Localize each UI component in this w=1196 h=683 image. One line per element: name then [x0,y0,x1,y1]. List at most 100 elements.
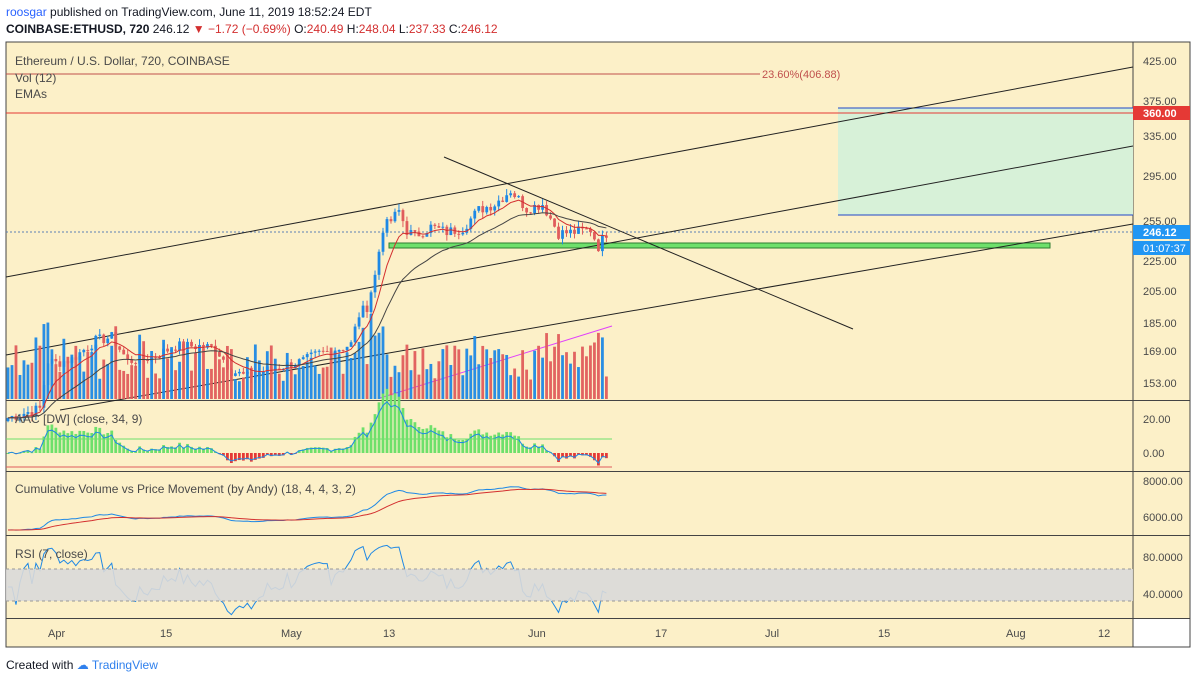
volume-bar [549,361,552,399]
volume-bar [214,351,217,399]
volume-bar [38,345,42,399]
candle-body [501,200,505,202]
volume-bar [457,349,461,399]
candle-body [337,349,341,352]
aac-bar [265,453,269,455]
open-value: 240.49 [306,22,344,36]
target-zone[interactable] [838,108,1133,215]
aac-bar [569,453,572,457]
rsi-pane-title: RSI (7, close) [15,547,88,561]
aac-bar [74,433,78,453]
candle-body [158,357,161,359]
price-tick: 295.00 [1143,171,1177,183]
volume-bar [437,361,441,399]
volume-bar [50,349,54,399]
close-value: 246.12 [460,22,498,36]
candle-body [38,405,42,408]
aac-bar [210,448,213,453]
volume-bar [102,359,106,399]
channel-middle-line[interactable] [5,145,1134,356]
candle-body [565,230,568,234]
candle-body [393,211,397,222]
aac-bar [313,447,317,453]
volume-bar [281,380,285,399]
main-pane[interactable] [6,42,1133,400]
volume-bar [581,346,584,399]
volume-bar [309,357,313,399]
volume-bar [357,341,361,399]
price-axis-bg[interactable] [1133,42,1190,619]
aac-bar [493,434,497,453]
volume-bar [14,345,18,399]
aac-bar [409,419,413,453]
volume-bar [158,378,161,399]
volume-bar [122,370,126,399]
aac-bar [353,436,357,453]
volume-bar [190,370,193,399]
aac-bar [497,432,501,453]
aac-line [7,400,607,464]
aac-bar [593,453,596,461]
volume-bar [170,347,173,399]
candle-body [54,358,58,362]
aac-bar [130,450,134,453]
aac-bar [6,453,10,454]
footer-brand[interactable]: TradingView [91,658,158,672]
rsi-line [8,544,607,616]
candle-body [66,361,70,364]
time-axis[interactable]: Apr 15 May 13 Jun 17 Jul 15 Aug 12 [48,628,1110,640]
time-tick: Jun [528,628,546,640]
candle-body [417,231,421,237]
aac-bar [517,436,521,453]
aac-bar [533,443,536,453]
time-tick: 15 [160,628,172,640]
candle-body [170,349,173,352]
volume-bar [405,344,409,399]
candle-body [553,218,556,227]
volume-bar [541,357,544,399]
candle-body [237,371,241,374]
tradingview-logo-icon[interactable]: ☁ [76,658,89,672]
channel-upper-line[interactable] [5,66,1134,278]
candles[interactable] [6,189,608,424]
volume-bar [210,368,213,399]
aac-bar [557,453,560,463]
volume-bar [293,374,297,399]
aac-bar [182,447,185,453]
aac-bar [401,407,405,453]
descending-trend-line[interactable] [443,156,854,330]
price-axis[interactable]: 425.00 375.00 335.00 295.00 255.00 225.0… [1143,56,1177,390]
cvpm-pane[interactable] [6,472,1133,535]
volume-bar [82,371,86,399]
aac-bar [82,430,86,453]
publisher-username[interactable]: roosgar [6,5,47,19]
time-axis-bg[interactable] [6,619,1133,647]
candle-body [373,274,377,293]
candle-body [202,344,205,348]
aac-bar [373,414,377,453]
volume-bar [222,367,225,399]
candle-body [421,236,425,238]
volume-bar [265,351,269,399]
aac-bar [449,434,453,453]
aac-pane[interactable] [6,401,1133,471]
candle-body [473,210,477,219]
candle-body [557,226,560,239]
volume-bar [453,345,457,399]
volume-bar [349,357,353,399]
cvpm-slow-line [7,488,607,531]
candle-body [269,366,273,370]
candle-body [257,372,261,375]
target-price-badge-text: 360.00 [1143,108,1177,120]
volume-bar [174,370,177,399]
volume-bar [305,362,309,399]
candle-body [293,365,297,369]
rsi-tick: 80.0000 [1143,552,1183,564]
candle-body [22,413,26,418]
channel-lower-line[interactable] [59,223,1134,411]
candle-body [86,349,90,351]
support-zone[interactable] [388,242,1051,249]
price-tick: 375.00 [1143,96,1177,108]
cvpm-tick: 8000.00 [1143,476,1183,488]
